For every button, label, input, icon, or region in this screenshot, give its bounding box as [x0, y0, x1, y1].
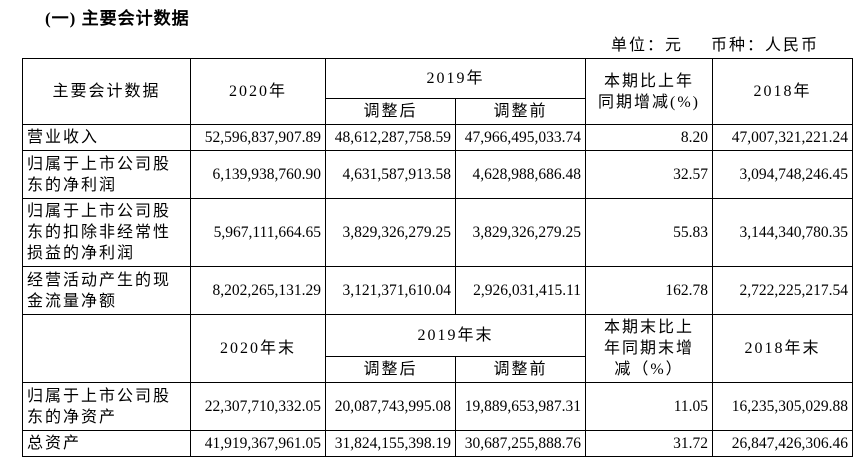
row-label: 经营活动产生的现金流量净额	[22, 266, 191, 315]
row-label: 营业收入	[22, 124, 191, 151]
value-2019-before: 4,628,988,686.48	[454, 150, 587, 199]
value-2019-before: 3,829,326,279.25	[454, 198, 587, 267]
value-2020-end: 22,307,710,332.05	[190, 382, 326, 431]
value-2018: 3,094,748,246.45	[712, 150, 854, 199]
table-row-net-assets: 归属于上市公司股东的净资产 22,307,710,332.05 20,087,7…	[22, 382, 854, 431]
table-row-total-assets: 总资产 41,919,367,961.05 31,824,155,398.19 …	[22, 430, 854, 457]
value-end-change: 11.05	[585, 382, 714, 431]
header-end-change: 本期末比上 年同期末增 减（%）	[585, 314, 714, 383]
value-2019-end-adjusted: 20,087,743,995.08	[325, 382, 456, 431]
value-2018: 47,007,321,221.24	[712, 124, 854, 151]
value-2020: 6,139,938,760.90	[190, 150, 326, 199]
header-yoy-change: 本期比上年 同期增减(%)	[585, 58, 714, 125]
value-2019-before: 47,966,495,033.74	[454, 124, 587, 151]
value-2019-adjusted: 3,829,326,279.25	[325, 198, 456, 267]
header-2019: 2019年	[324, 58, 587, 99]
main-accounting-data-table: 主要会计数据 2020年 2019年 本期比上年 同期增减(%) 2018年 调…	[22, 58, 854, 457]
table-row-revenue: 营业收入 52,596,837,907.89 48,612,287,758.59…	[22, 124, 854, 151]
row-label: 归属于上市公司股东的净资产	[22, 382, 191, 431]
value-2019-end-before: 30,687,255,888.76	[454, 430, 587, 457]
value-change: 162.78	[585, 266, 714, 315]
header-2018-end: 2018年末	[712, 314, 854, 383]
value-2018: 2,722,225,217.54	[712, 266, 854, 315]
value-change: 55.83	[585, 198, 714, 267]
value-2019-before: 2,926,031,415.11	[454, 266, 587, 315]
value-2019-adjusted: 48,612,287,758.59	[325, 124, 456, 151]
header-2020-end: 2020年末	[190, 314, 326, 383]
value-end-change: 31.72	[585, 430, 714, 457]
header-2018: 2018年	[712, 58, 854, 125]
header-2020: 2020年	[190, 58, 326, 125]
value-2020: 52,596,837,907.89	[190, 124, 326, 151]
unit-note: 单位：元 币种：人民币	[611, 31, 819, 55]
value-2018-end: 26,847,426,306.46	[712, 430, 854, 457]
value-2018: 3,144,340,780.35	[712, 198, 854, 267]
value-2019-adjusted: 3,121,371,610.04	[325, 266, 456, 315]
value-2019-end-adjusted: 31,824,155,398.19	[325, 430, 456, 457]
currency-type-label: 币种：人民币	[710, 37, 819, 54]
unit-currency-label: 单位：元	[610, 37, 683, 54]
row-label: 总资产	[22, 430, 191, 457]
value-2019-end-before: 19,889,653,987.31	[454, 382, 587, 431]
value-2020: 5,967,111,664.65	[190, 198, 326, 267]
header2-adjusted-after: 调整后	[325, 356, 456, 383]
value-2020-end: 41,919,367,961.05	[190, 430, 326, 457]
value-change: 8.20	[585, 124, 714, 151]
header-metrics: 主要会计数据	[22, 58, 191, 125]
page-title: (一) 主要会计数据	[45, 9, 190, 28]
header2-adjusted-before: 调整前	[454, 356, 587, 383]
row-label: 归属于上市公司股东的净利润	[22, 150, 191, 199]
table-row-net-profit-excl-nonrecurring: 归属于上市公司股东的扣除非经常性损益的净利润 5,967,111,664.65 …	[22, 198, 854, 267]
header-blank	[22, 314, 191, 383]
value-2020: 8,202,265,131.29	[190, 266, 326, 315]
header-2019-end: 2019年末	[324, 314, 587, 357]
table-row-net-profit: 归属于上市公司股东的净利润 6,139,938,760.90 4,631,587…	[22, 150, 854, 199]
value-change: 32.57	[585, 150, 714, 199]
row-label: 归属于上市公司股东的扣除非经常性损益的净利润	[22, 198, 191, 267]
header-adjusted-after: 调整后	[325, 98, 456, 125]
header-adjusted-before: 调整前	[454, 98, 587, 125]
value-2019-adjusted: 4,631,587,913.58	[325, 150, 456, 199]
value-2018-end: 16,235,305,029.88	[712, 382, 854, 431]
table-row-operating-cash-flow: 经营活动产生的现金流量净额 8,202,265,131.29 3,121,371…	[22, 266, 854, 315]
